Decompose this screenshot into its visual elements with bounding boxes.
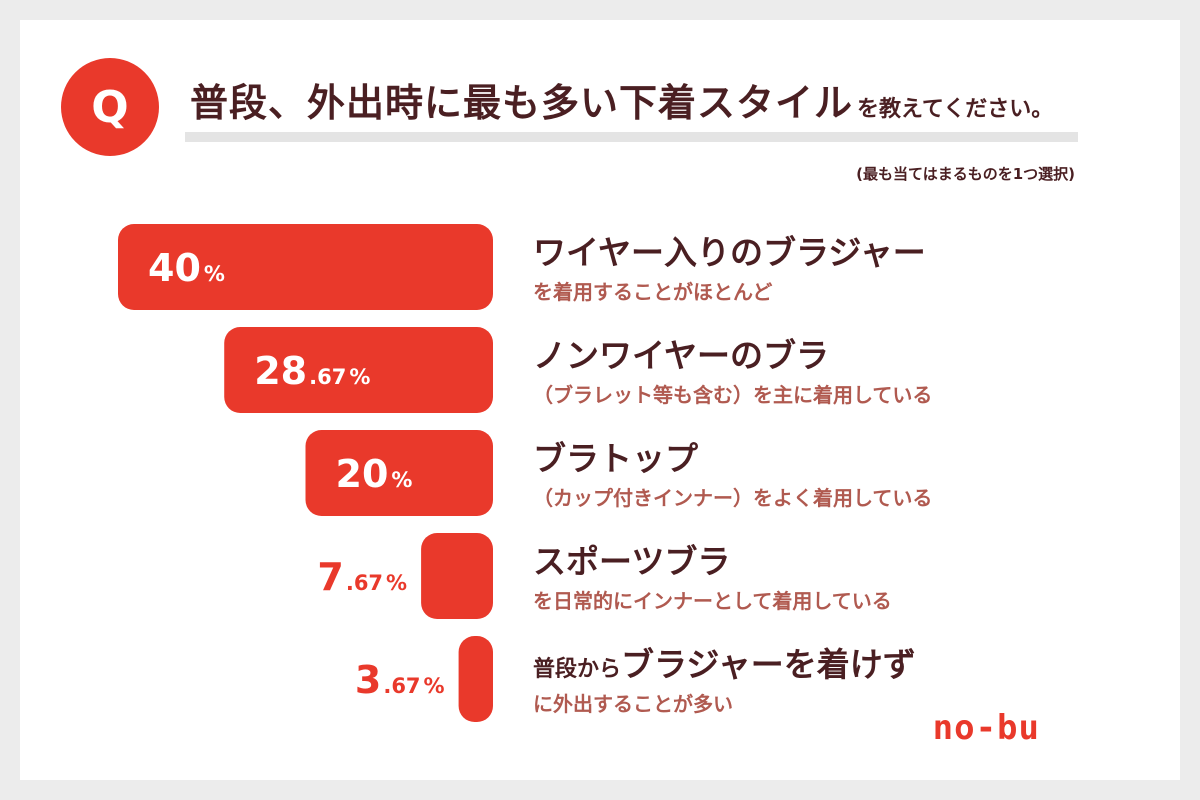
category-label-5: 普段からブラジャーを着けず [533, 645, 916, 684]
question-badge: Q [61, 58, 159, 156]
card [20, 20, 1180, 780]
question-title: 普段、外出時に最も多い下着スタイル を教えてください。 [190, 72, 1053, 127]
question-title-sub: を教えてください。 [857, 97, 1054, 122]
bar-4 [421, 533, 493, 619]
bar-3 [305, 430, 493, 516]
category-label-4: スポーツブラ [533, 542, 730, 581]
value-label-3: 20% [336, 452, 413, 496]
bar-2 [224, 327, 493, 413]
value-label-1: 40% [148, 246, 225, 290]
title-underline [185, 132, 1078, 142]
category-sublabel-2: （ブラレット等も含む）を主に着用している [533, 383, 932, 407]
question-note: (最も当てはまるものを1つ選択) [856, 165, 1075, 183]
category-sublabel-1: を着用することがほとんど [533, 280, 772, 304]
brand-logo: no-bu [932, 708, 1040, 748]
category-label-3: ブラトップ [533, 439, 699, 478]
category-sublabel-4: を日常的にインナーとして着用している [533, 589, 892, 613]
category-label-1: ワイヤー入りのブラジャー [533, 233, 926, 272]
category-sublabel-3: （カップ付きインナー）をよく着用している [533, 486, 932, 510]
value-label-4: 7.67% [317, 555, 407, 599]
question-title-main: 普段、外出時に最も多い下着スタイル [190, 81, 854, 125]
bar-1 [118, 224, 493, 310]
bar-5 [458, 636, 493, 722]
category-label-2: ノンワイヤーのブラ [533, 336, 829, 375]
category-sublabel-5: に外出することが多い [533, 692, 733, 716]
value-label-2: 28.67% [254, 349, 370, 393]
value-label-5: 3.67% [355, 658, 445, 702]
